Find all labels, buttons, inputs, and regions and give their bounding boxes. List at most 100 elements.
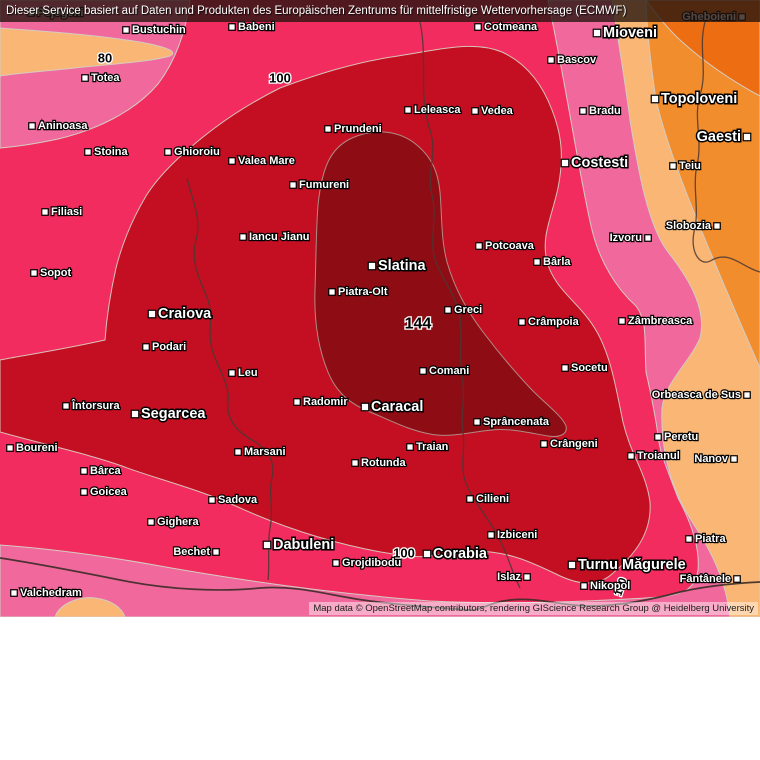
town-label: Vedea — [481, 105, 514, 117]
town-izvoru: Izvoru — [608, 231, 652, 245]
town-corabia: Corabia — [422, 545, 489, 564]
town-marker-icon — [466, 495, 474, 503]
town-marker-icon — [30, 269, 38, 277]
town-label: Piatra — [695, 533, 726, 545]
precip-band-60-70 — [645, 0, 760, 369]
town-label: Fumureni — [299, 179, 349, 191]
precip-band-70-80 — [54, 597, 126, 617]
town-label: Mioveni — [603, 25, 657, 41]
town-label: Aninoasa — [38, 120, 88, 132]
town-label: Bechet — [173, 546, 210, 558]
town-marker-icon — [142, 343, 150, 351]
contour-label-100: 100 — [393, 546, 415, 561]
town-label: Teiu — [679, 160, 701, 172]
town-marker-icon — [743, 391, 751, 399]
town-marker-icon — [62, 402, 70, 410]
town-marker-icon — [122, 26, 130, 34]
town-label: Crângeni — [550, 438, 598, 450]
town-marker-icon — [228, 157, 236, 165]
town-marker-icon — [733, 575, 741, 583]
town-marker-icon — [473, 418, 481, 426]
town-iancu-jianu: Iancu Jianu — [239, 230, 311, 244]
town-slatina: Slatina — [367, 257, 428, 276]
town-label: Socetu — [571, 362, 608, 374]
town-ghioroiu: Ghioroiu — [164, 145, 221, 159]
town-label: Zâmbreasca — [628, 315, 693, 327]
town-label: Cilieni — [476, 493, 509, 505]
town-marker-icon — [6, 444, 14, 452]
town-marker-icon — [324, 125, 332, 133]
town-label: Stoina — [94, 146, 128, 158]
town-label: Gaesti — [697, 129, 741, 145]
town-peretu: Peretu — [654, 430, 699, 444]
town-craiova: Craiova — [147, 305, 214, 324]
town-label: Bascov — [557, 54, 597, 66]
town-bechet: Bechet — [172, 545, 220, 559]
town-label: Turnu Măgurele — [578, 557, 686, 573]
town-boureni: Boureni — [6, 441, 59, 455]
town-cr-ngeni: Crângeni — [540, 437, 599, 451]
town-label: Radomir — [303, 396, 348, 408]
town-label: Bârca — [90, 465, 121, 477]
town-marker-icon — [212, 548, 220, 556]
contour-label-144: 144 — [405, 316, 432, 333]
town-label: Nikopol — [590, 580, 630, 592]
town-fumureni: Fumureni — [289, 178, 350, 192]
town-marker-icon — [332, 559, 340, 567]
town-marker-icon — [81, 74, 89, 82]
town-label: Segarcea — [141, 406, 206, 422]
town-teiu: Teiu — [669, 159, 702, 173]
town-b-rla: Bârla — [533, 255, 573, 269]
town-label: Babeni — [238, 21, 275, 33]
map-attribution: Map data © OpenStreetMap contributors, r… — [309, 602, 758, 615]
town-label: Slobozia — [666, 220, 712, 232]
town-podari: Podari — [142, 340, 187, 354]
town-marker-icon — [130, 409, 140, 419]
town-label: Sprâncenata — [483, 416, 550, 428]
town-potcoava: Potcoava — [475, 239, 536, 253]
town-label: Gighera — [157, 516, 199, 528]
town-marker-icon — [567, 560, 577, 570]
town-valea-mare: Valea Mare — [228, 154, 296, 168]
town-label: Leu — [238, 367, 258, 379]
town-label: Dabuleni — [273, 537, 334, 553]
town-totea: Totea — [81, 71, 122, 85]
town-f-nt-nele: Fântânele — [678, 572, 741, 586]
town-troianul: Troianul — [627, 449, 681, 463]
town-marker-icon — [228, 23, 236, 31]
town-bustuchin: Bustuchin — [122, 23, 187, 37]
town-marker-icon — [561, 364, 569, 372]
town-label: Fântânele — [680, 573, 731, 585]
town-label: Greci — [454, 304, 482, 316]
town-marker-icon — [147, 309, 157, 319]
town-segarcea: Segarcea — [130, 405, 208, 424]
town-socetu: Socetu — [561, 361, 609, 375]
contour-label-80: 80 — [98, 51, 112, 66]
town-label: Cotmeana — [484, 21, 538, 33]
town-label: Piatra-Olt — [338, 286, 388, 298]
town-marker-icon — [654, 433, 662, 441]
town-nikopol: Nikopol — [580, 579, 632, 593]
town-label: Totea — [91, 72, 120, 84]
town-islaz: Islaz — [496, 570, 531, 584]
town-piatra-olt: Piatra-Olt — [328, 285, 389, 299]
town-marker-icon — [742, 132, 752, 142]
town-label: Troianul — [637, 450, 680, 462]
town-label: Valchedram — [20, 587, 82, 599]
town-babeni: Babeni — [228, 20, 276, 34]
town-goicea: Goicea — [80, 485, 129, 499]
town-label: Crâmpoia — [528, 316, 580, 328]
town-grojdibodu: Grojdibodu — [332, 556, 402, 570]
town-marker-icon — [208, 496, 216, 504]
town-label: Bustuchin — [132, 24, 186, 36]
precip-band-70-80 — [0, 27, 174, 77]
town-marker-icon — [406, 443, 414, 451]
town-marker-icon — [328, 288, 336, 296]
town-marker-icon — [523, 573, 531, 581]
town-label: Izbiceni — [497, 529, 537, 541]
town-marker-icon — [41, 208, 49, 216]
town-marker-icon — [234, 448, 242, 456]
town-sopot: Sopot — [30, 266, 73, 280]
